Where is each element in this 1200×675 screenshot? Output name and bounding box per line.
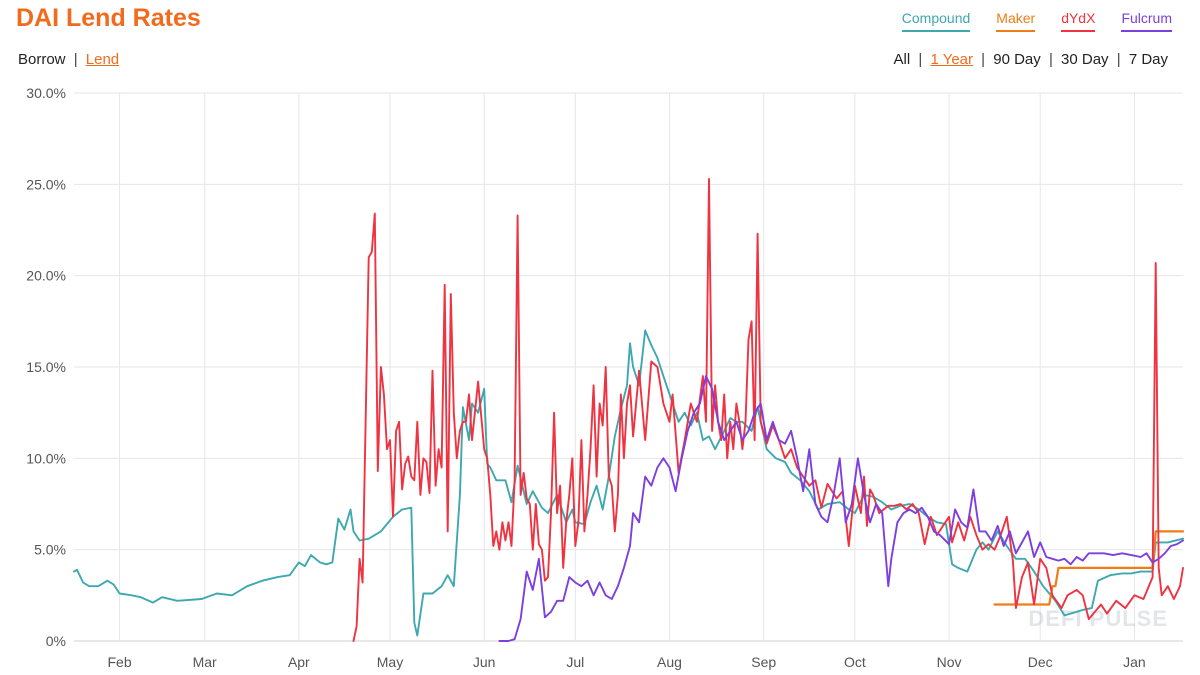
- range-7-day[interactable]: 7 Day: [1128, 51, 1168, 68]
- x-tick-label: Sep: [751, 654, 776, 670]
- range-separator: |: [1048, 51, 1053, 68]
- legend-dydx[interactable]: dYdX: [1061, 10, 1096, 32]
- x-tick-label: Jul: [566, 654, 584, 670]
- rate-mode-toggle: Borrow | Lend: [18, 51, 119, 68]
- range-90-day[interactable]: 90 Day: [993, 51, 1041, 68]
- range-separator: |: [918, 51, 923, 68]
- series-line-compound: [73, 329, 1184, 637]
- mode-separator: |: [73, 51, 78, 68]
- legend-compound[interactable]: Compound: [901, 10, 971, 32]
- range-1-year[interactable]: 1 Year: [930, 51, 973, 68]
- x-tick-label: Feb: [108, 654, 132, 670]
- legend-fulcrum[interactable]: Fulcrum: [1121, 10, 1172, 32]
- y-tick-label: 5.0%: [34, 542, 66, 558]
- time-range-selector: All | 1 Year | 90 Day | 30 Day | 7 Day: [894, 51, 1168, 68]
- series-line-maker: [993, 530, 1185, 606]
- range-30-day[interactable]: 30 Day: [1061, 51, 1109, 68]
- borrow-link[interactable]: Borrow: [18, 51, 66, 68]
- y-tick-label: 20.0%: [26, 268, 66, 284]
- range-all[interactable]: All: [893, 51, 911, 68]
- y-tick-label: 30.0%: [26, 85, 66, 101]
- y-tick-label: 10.0%: [26, 450, 66, 466]
- range-separator: |: [981, 51, 986, 68]
- y-tick-label: 25.0%: [26, 176, 66, 192]
- x-tick-label: Jan: [1123, 654, 1146, 670]
- chart-legend: Compound Maker dYdX Fulcrum: [901, 10, 1172, 32]
- lend-link[interactable]: Lend: [85, 51, 120, 68]
- x-tick-label: Nov: [937, 654, 962, 670]
- range-separator: |: [1116, 51, 1121, 68]
- x-tick-label: May: [377, 654, 403, 670]
- y-tick-label: 15.0%: [26, 359, 66, 375]
- x-tick-label: Apr: [288, 654, 310, 670]
- x-tick-label: Jun: [473, 654, 496, 670]
- legend-maker[interactable]: Maker: [996, 10, 1036, 32]
- x-tick-label: Mar: [193, 654, 217, 670]
- series-line-dydx: [352, 177, 1184, 642]
- page-title: DAI Lend Rates: [16, 4, 201, 32]
- defi-pulse-watermark: DEFI PULSE: [1028, 606, 1168, 631]
- x-tick-label: Dec: [1028, 654, 1053, 670]
- x-tick-label: Aug: [657, 654, 682, 670]
- series-line-fulcrum: [498, 375, 1184, 642]
- x-tick-label: Oct: [844, 654, 866, 670]
- y-tick-label: 0%: [46, 633, 66, 649]
